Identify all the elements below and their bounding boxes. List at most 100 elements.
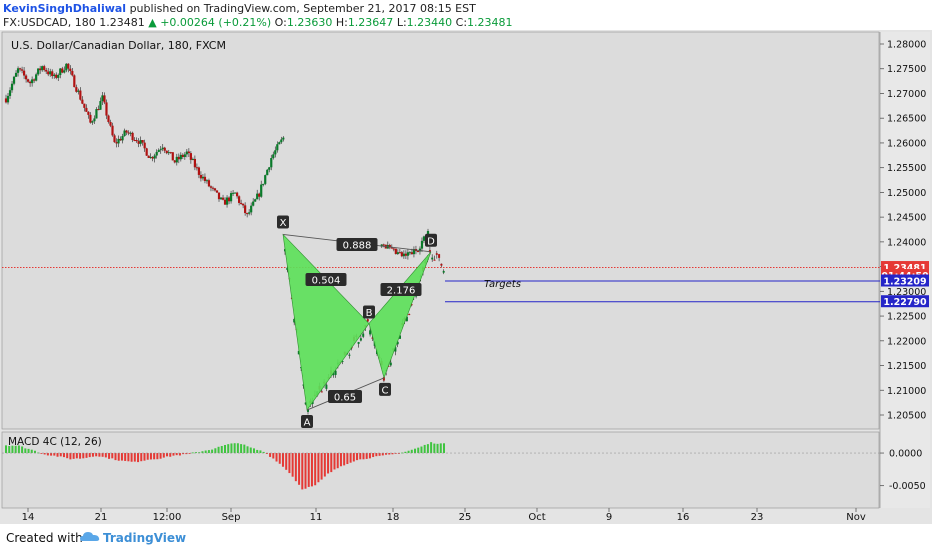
macd-bar <box>394 453 397 454</box>
macd-bar <box>108 453 111 459</box>
macd-bar <box>40 453 43 454</box>
price-tick-label: 1.21000 <box>887 386 926 397</box>
candle <box>111 122 114 137</box>
macd-bar <box>362 453 365 460</box>
candle <box>143 139 146 152</box>
macd-bar <box>336 453 339 469</box>
candle <box>171 152 174 161</box>
macd-bar <box>5 445 7 454</box>
macd-bar <box>301 453 304 490</box>
macd-bar <box>262 451 265 454</box>
macd-bar <box>137 453 140 463</box>
author-link[interactable]: KevinSinghDhaliwal <box>3 2 127 15</box>
macd-bar <box>178 453 181 456</box>
macd-bar <box>439 443 442 454</box>
time-tick-label: Sep <box>222 512 241 523</box>
macd-bar <box>343 453 346 466</box>
macd-bar <box>391 453 394 455</box>
macd-bar <box>356 453 359 461</box>
candle <box>145 147 148 156</box>
candle <box>79 87 82 101</box>
macd-bar <box>95 453 98 457</box>
tradingview-cloud-icon <box>80 532 100 541</box>
created-with-label: Created with <box>6 531 83 545</box>
candle <box>161 144 164 152</box>
candle <box>69 65 72 75</box>
candlestick-series <box>4 63 445 415</box>
svg-text:X: X <box>280 218 287 229</box>
time-tick-label: 25 <box>459 512 472 523</box>
candle <box>131 131 134 143</box>
candle <box>8 87 12 99</box>
macd-bar <box>410 449 413 454</box>
candle <box>20 66 24 74</box>
candle <box>201 174 205 181</box>
candle <box>139 136 142 147</box>
macd-bar <box>27 448 30 454</box>
candle <box>270 154 273 171</box>
candle <box>113 133 116 143</box>
price-tick-label: 1.22000 <box>887 336 926 347</box>
candle <box>422 235 426 244</box>
candle <box>195 163 199 171</box>
candle <box>252 198 255 207</box>
pattern-point-a: A <box>301 415 313 429</box>
candle <box>43 64 46 72</box>
chart-frame[interactable]: 1.28000 1.27500 1.27000 1.26500 1.26000 1.255… <box>0 30 932 524</box>
macd-bar <box>114 453 117 461</box>
low-label: L: <box>396 16 407 29</box>
candle <box>22 67 26 80</box>
macd-bar <box>368 453 371 459</box>
macd-bar <box>246 446 249 454</box>
candle <box>238 195 241 206</box>
macd-bar <box>333 453 336 470</box>
macd-bar <box>211 449 214 454</box>
pattern-point-x: X <box>277 215 289 229</box>
pattern-point-b: B <box>363 305 375 319</box>
candle <box>223 197 227 205</box>
price-tick-label: 1.28000 <box>887 40 926 51</box>
candle <box>101 91 104 105</box>
macd-bar <box>320 453 323 480</box>
macd-bar <box>85 453 88 458</box>
macd-tick-label: 0.0000 <box>889 449 922 460</box>
macd-bar <box>201 451 204 454</box>
candle <box>282 136 285 142</box>
macd-bar <box>359 453 362 460</box>
candle <box>37 68 40 76</box>
price-tick-label: 1.25500 <box>887 163 926 174</box>
candle <box>209 185 213 192</box>
svg-text:0.888: 0.888 <box>343 241 372 252</box>
candle <box>408 313 411 316</box>
price-tick-label: 1.22500 <box>887 312 926 323</box>
candle <box>35 72 38 82</box>
macd-bar <box>291 453 294 477</box>
footer: Created with TradingView <box>0 524 932 550</box>
macd-bar <box>252 448 255 454</box>
price-tag: 1.22790 <box>881 295 929 308</box>
candle <box>242 203 245 209</box>
candle <box>402 250 405 259</box>
candle <box>6 93 10 105</box>
time-tick-label: 21 <box>95 512 108 523</box>
macd-bar <box>330 453 333 473</box>
svg-text:1.23209: 1.23209 <box>883 276 926 287</box>
price-pane[interactable] <box>1 31 880 430</box>
candle <box>229 190 233 204</box>
macd-bar <box>281 453 284 467</box>
macd-bar <box>140 453 143 462</box>
price-tick-label: 1.27500 <box>887 64 926 75</box>
candle <box>169 151 172 154</box>
tradingview-link[interactable]: TradingView <box>103 531 187 545</box>
price-tick-label: 1.21500 <box>887 361 926 372</box>
low-value: 1.23440 <box>406 16 453 29</box>
macd-bar <box>224 444 226 454</box>
macd-bar <box>304 453 307 489</box>
macd-bar <box>17 445 20 454</box>
macd-bar <box>127 453 130 462</box>
macd-bar <box>188 453 191 454</box>
candle <box>396 249 399 255</box>
candle <box>157 148 160 153</box>
candle <box>396 341 399 348</box>
